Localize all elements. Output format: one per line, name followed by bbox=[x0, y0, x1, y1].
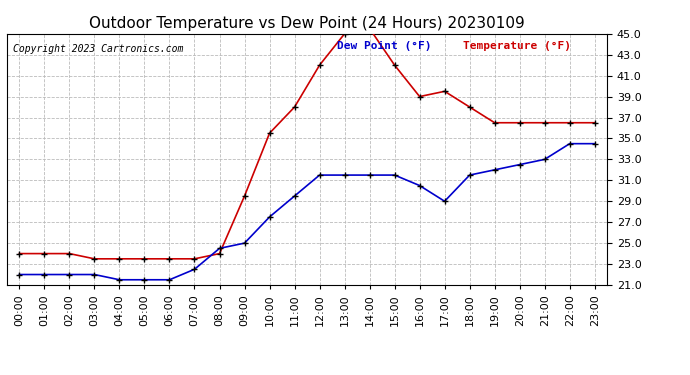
Text: Dew Point (°F): Dew Point (°F) bbox=[337, 41, 431, 51]
Text: Temperature (°F): Temperature (°F) bbox=[463, 41, 571, 51]
Title: Outdoor Temperature vs Dew Point (24 Hours) 20230109: Outdoor Temperature vs Dew Point (24 Hou… bbox=[89, 16, 525, 31]
Text: Copyright 2023 Cartronics.com: Copyright 2023 Cartronics.com bbox=[13, 44, 184, 54]
